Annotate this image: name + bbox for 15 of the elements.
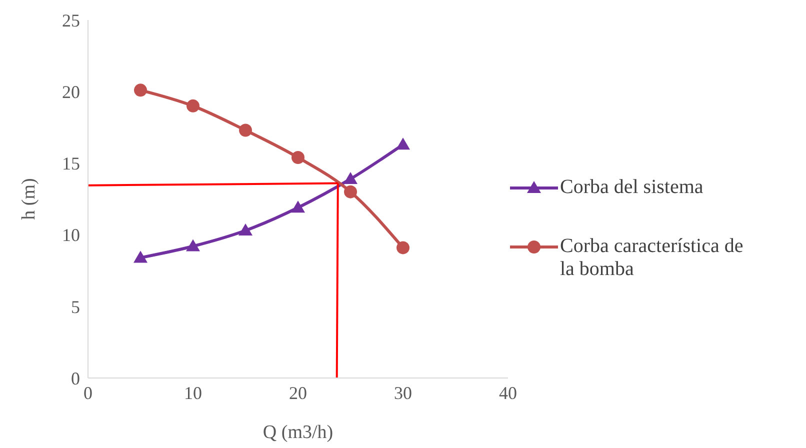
legend-label: Corba característica de la bomba: [560, 234, 744, 280]
x-tick-label: 20: [289, 382, 307, 403]
y-axis-title: h (m): [18, 178, 40, 220]
y-tick-label: 5: [71, 296, 80, 317]
y-tick-label: 15: [62, 154, 80, 174]
y-tick-label: 25: [62, 10, 80, 30]
x-axis-title: Q (m3/h): [262, 422, 334, 443]
x-tick-label: 10: [184, 382, 202, 403]
x-tick-label: 40: [499, 382, 517, 403]
y-tick-label: 20: [62, 82, 80, 102]
y-tick-label: 10: [62, 225, 80, 246]
y-tick-label: 0: [71, 368, 80, 388]
legend-label: Corba del sistema: [560, 176, 704, 198]
x-tick-label: 30: [394, 382, 412, 403]
x-tick-label: 0: [84, 382, 92, 403]
